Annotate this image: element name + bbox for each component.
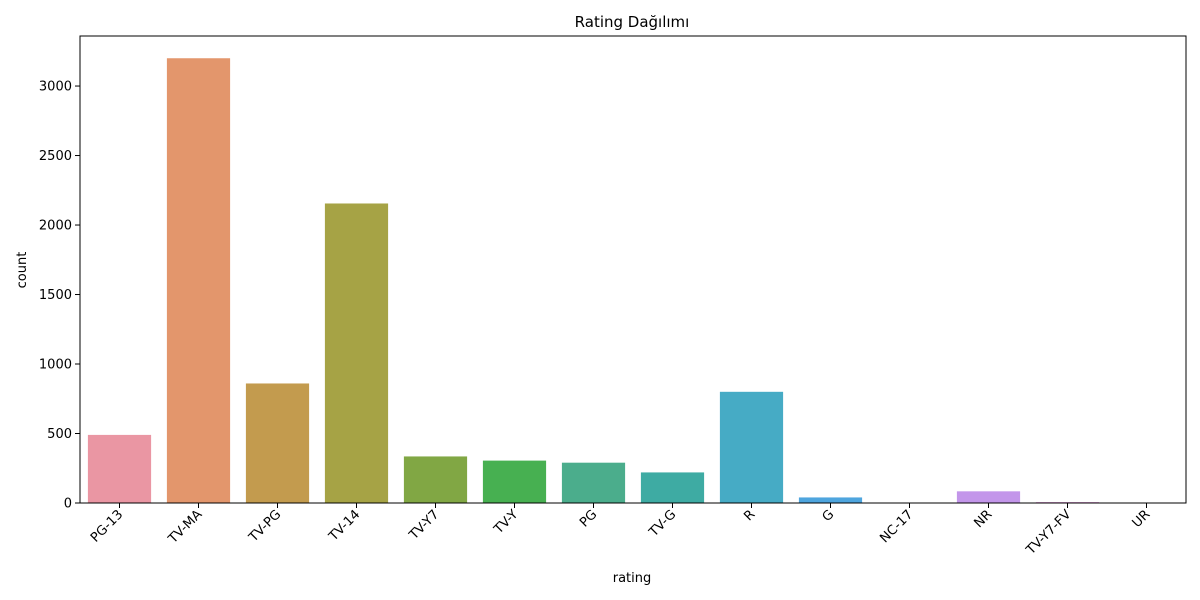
- x-tick-label: UR: [1130, 507, 1154, 531]
- bar-nr: [956, 491, 1021, 503]
- x-tick-label: NR: [971, 507, 995, 531]
- y-axis-title: count: [15, 252, 30, 289]
- x-axis-title: rating: [613, 571, 652, 586]
- plot-area: [79, 35, 1187, 504]
- x-tick-label: TV-Y: [491, 507, 522, 538]
- y-tick-label: 3000: [39, 80, 72, 95]
- bar-tv-pg: [245, 383, 310, 503]
- plot-frame: [79, 35, 1187, 504]
- y-axis: 0 500 1000 1500 2000 2500 3000: [39, 80, 80, 512]
- bar-tv-g: [640, 472, 705, 503]
- bar-tv-y: [482, 460, 547, 503]
- bar-tv-ma: [166, 58, 231, 504]
- y-tick-label: 0: [64, 497, 72, 512]
- bar-pg-13: [87, 434, 152, 503]
- x-tick-label: PG-13: [88, 507, 126, 545]
- x-tick-label: TV-PG: [246, 507, 285, 546]
- y-tick-label: 1000: [39, 358, 72, 373]
- y-tick-label: 2500: [39, 149, 72, 164]
- x-tick-label: TV-G: [646, 507, 679, 540]
- bar-tv-y7: [403, 456, 468, 503]
- bar-pg: [561, 462, 626, 503]
- y-tick-label: 1500: [39, 288, 72, 303]
- x-tick-label: TV-14: [326, 507, 364, 545]
- x-tick-label: PG: [577, 507, 600, 530]
- x-tick-label: TV-MA: [165, 507, 205, 547]
- bar-r: [719, 391, 784, 503]
- x-tick-label: NC-17: [877, 507, 916, 546]
- bar-tv-14: [324, 203, 389, 504]
- y-tick-label: 500: [47, 427, 72, 442]
- bar-g: [798, 497, 863, 503]
- x-axis: PG-13 TV-MA TV-PG TV-14 TV-Y7 TV-Y PG TV-G R G NC-…: [88, 503, 1153, 558]
- x-tick-label: TV-Y7-FV: [1023, 507, 1074, 558]
- y-tick-label: 2000: [39, 219, 72, 234]
- x-tick-label: TV-Y7: [406, 507, 442, 543]
- x-tick-label: R: [741, 507, 758, 524]
- chart-title: Rating Dağılımı: [575, 13, 690, 31]
- x-tick-label: G: [820, 507, 838, 525]
